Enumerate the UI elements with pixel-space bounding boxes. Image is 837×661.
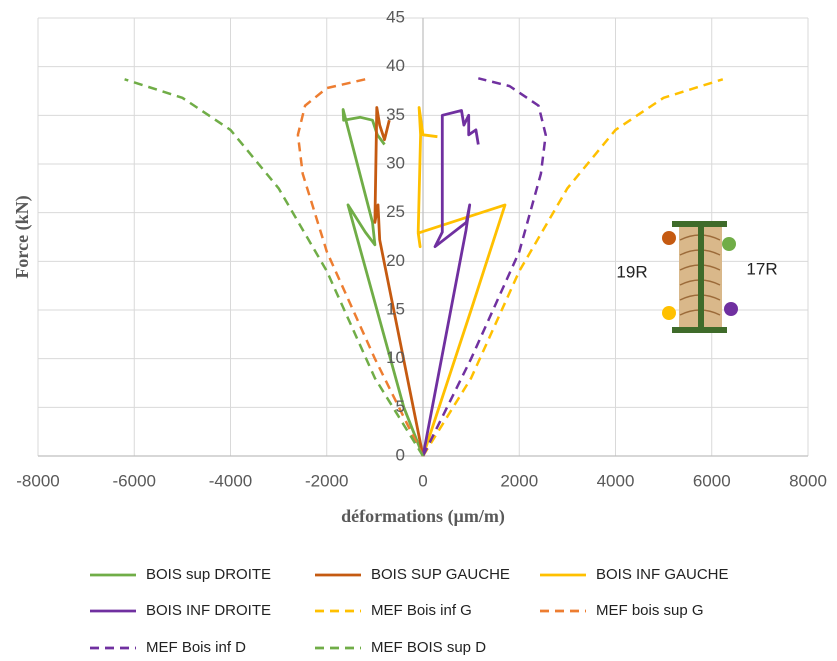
series-line — [421, 78, 724, 457]
series-line — [416, 106, 507, 457]
y-tick-label: 10 — [386, 348, 405, 367]
y-tick-label: 15 — [386, 299, 405, 318]
x-tick-label: -2000 — [305, 471, 348, 490]
legend-label: MEF Bois inf D — [146, 639, 246, 656]
cross-section-figure: 19R 17R — [616, 221, 778, 333]
legend-label: BOIS INF GAUCHE — [596, 566, 729, 583]
legend-label: BOIS SUP GAUCHE — [371, 566, 510, 583]
legend-label: MEF BOIS sup D — [371, 639, 486, 656]
annotation: 17R — [746, 259, 777, 278]
x-tick-label: -8000 — [16, 471, 59, 490]
series-line — [296, 78, 425, 457]
y-tick-label: 45 — [386, 7, 405, 26]
legend-label: BOIS sup DROITE — [146, 566, 271, 583]
x-tick-label: 8000 — [789, 471, 827, 490]
legend-label: MEF Bois inf G — [371, 602, 472, 619]
series-line — [124, 78, 425, 457]
y-tick-label: 30 — [386, 153, 405, 172]
series-line — [421, 109, 480, 457]
y-tick-label: 20 — [386, 251, 405, 270]
bottom-flange — [672, 327, 727, 333]
gauge-dot — [662, 306, 676, 320]
x-axis-label: déformations (µm/m) — [341, 506, 505, 527]
x-tick-label: 6000 — [693, 471, 731, 490]
y-tick-label: 35 — [386, 105, 405, 124]
x-tick-label: 2000 — [500, 471, 538, 490]
x-tick-label: -4000 — [209, 471, 252, 490]
legend-label: BOIS INF DROITE — [146, 602, 271, 619]
series-line — [421, 77, 547, 457]
y-axis-label: Force (kN) — [12, 195, 33, 278]
y-tick-label: 25 — [386, 202, 405, 221]
annotation: 19R — [616, 262, 647, 281]
y-tick-label: 0 — [396, 445, 405, 464]
gauge-dot — [724, 302, 738, 316]
web — [698, 227, 704, 327]
top-flange — [672, 221, 727, 227]
legend-label: MEF bois sup G — [596, 602, 704, 619]
gauge-dot — [662, 231, 676, 245]
y-tick-label: 5 — [396, 397, 405, 416]
series-line — [373, 106, 425, 457]
x-tick-label: 4000 — [597, 471, 635, 490]
gauge-dot — [722, 237, 736, 251]
x-tick-label: 0 — [418, 471, 427, 490]
x-tick-label: -6000 — [113, 471, 156, 490]
series-line — [341, 108, 425, 457]
y-tick-label: 40 — [386, 56, 405, 75]
